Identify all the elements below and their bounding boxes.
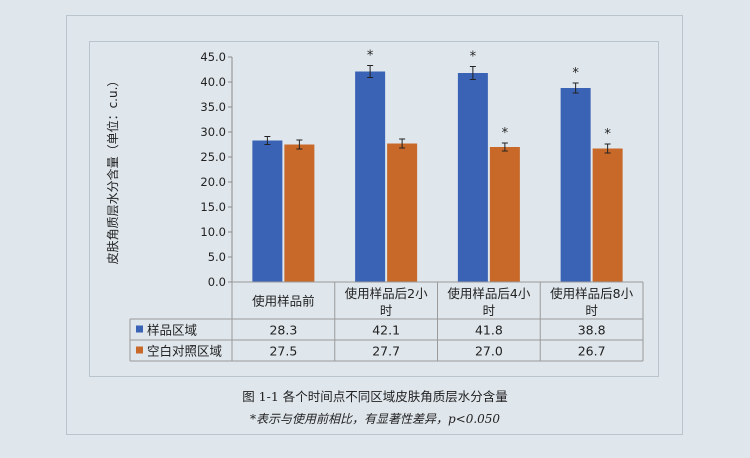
figure-frame	[66, 15, 683, 435]
significance-marker: *	[604, 127, 611, 142]
x-category-label: 时	[380, 303, 393, 318]
significance-marker: *	[470, 50, 477, 65]
bar-sample	[560, 88, 591, 282]
significance-marker: *	[502, 126, 509, 141]
bar-sample	[457, 73, 488, 282]
data-label: 27.0	[475, 344, 503, 359]
y-tick-label: 20.0	[200, 175, 226, 189]
data-label: 27.7	[372, 344, 400, 359]
y-tick-label: 30.0	[200, 125, 226, 139]
y-tick-label: 40.0	[200, 75, 226, 89]
data-label: 42.1	[372, 323, 400, 338]
y-tick-label: 35.0	[200, 100, 226, 114]
data-label: 27.5	[269, 344, 297, 359]
y-tick-label: 25.0	[200, 150, 226, 164]
data-label: 41.8	[475, 323, 503, 338]
data-label: 28.3	[269, 323, 297, 338]
y-axis-label: 皮肤角质层水分含量（单位：c.u.）	[105, 75, 120, 265]
legend-swatch	[136, 325, 143, 333]
x-category-label: 使用样品后2小	[345, 286, 428, 301]
x-category-label: 使用样品前	[252, 294, 315, 309]
bar-control	[592, 148, 623, 282]
x-category-label: 使用样品后8小	[550, 286, 633, 301]
chart-area	[89, 41, 659, 377]
legend-label: 空白对照区域	[147, 344, 222, 359]
bar-control	[489, 147, 520, 282]
y-tick-label: 0.0	[208, 275, 226, 289]
y-tick-label: 45.0	[200, 50, 226, 64]
bar-sample	[355, 71, 386, 282]
bar-control	[387, 143, 418, 282]
figure-caption: 图 1-1 各个时间点不同区域皮肤角质层水分含量	[242, 389, 508, 404]
y-tick-label: 5.0	[208, 250, 226, 264]
y-tick-label: 15.0	[200, 200, 226, 214]
data-label: 38.8	[578, 323, 606, 338]
x-category-label: 使用样品后4小	[447, 286, 530, 301]
x-category-label: 时	[585, 303, 598, 318]
legend-swatch	[136, 346, 143, 354]
bar-control	[284, 144, 315, 282]
data-label: 26.7	[578, 344, 606, 359]
significance-note: *表示与使用前相比，有显著性差异，p<0.050	[249, 412, 501, 426]
significance-marker: *	[572, 66, 579, 81]
y-tick-label: 10.0	[200, 225, 226, 239]
bar-sample	[252, 140, 283, 282]
x-category-label: 时	[483, 303, 496, 318]
significance-marker: *	[367, 49, 374, 64]
legend-label: 样品区域	[147, 323, 197, 338]
